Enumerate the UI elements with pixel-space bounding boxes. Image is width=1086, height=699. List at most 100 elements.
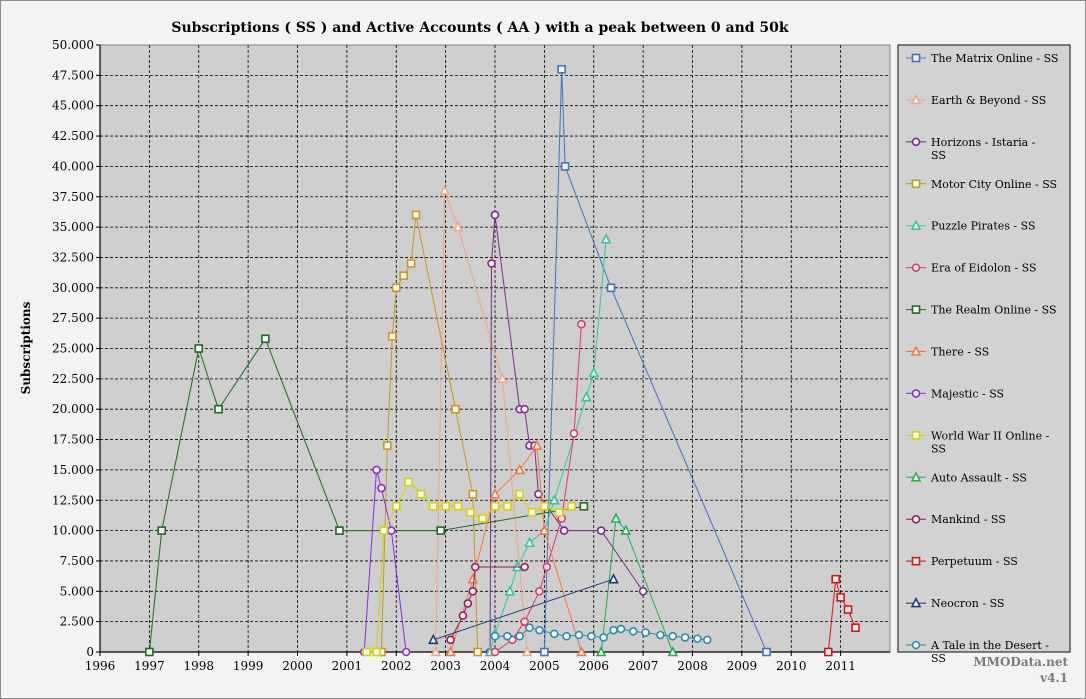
data-point [641, 628, 650, 637]
y-tick-label: 30.000 [52, 281, 94, 295]
legend-item-the-matrix-online-ss: The Matrix Online - SS [906, 52, 1058, 65]
legend-item-puzzle-pirates-ss: Puzzle Pirates - SS [906, 219, 1036, 233]
x-tick-label: 2011 [825, 659, 856, 673]
y-axis-ticks: 0 2.500 5.000 7.500 10.000 12.500 15.000 17.500… [52, 38, 101, 659]
data-point [608, 573, 619, 584]
data-point [453, 502, 463, 511]
data-point [559, 526, 569, 535]
y-tick-label: 35.000 [52, 220, 94, 234]
data-point [535, 625, 544, 635]
data-point [468, 586, 478, 596]
legend-marker [911, 137, 921, 147]
series-line [600, 517, 674, 653]
data-point [404, 477, 413, 487]
data-point [703, 635, 712, 645]
x-tick-label: 1998 [183, 659, 214, 673]
y-tick-label: 40.000 [52, 159, 94, 173]
data-point [620, 524, 632, 535]
data-point [520, 562, 529, 572]
x-tick-label: 2001 [332, 659, 363, 673]
data-point [439, 184, 450, 195]
series-neocron-ss [427, 573, 619, 645]
legend-label: Neocron - SS [931, 597, 1004, 610]
legend-marker [911, 179, 921, 189]
data-point [427, 633, 439, 645]
data-point [490, 647, 500, 657]
legend-item-auto-assault-ss: Auto Assault - SS [906, 471, 1027, 484]
series-world-war-ii-online-ss [362, 477, 576, 657]
y-tick-label: 15.000 [52, 463, 94, 477]
y-axis-label: Subscriptions [19, 301, 33, 394]
data-point [540, 647, 549, 657]
data-point [416, 489, 426, 499]
chart-title: Subscriptions ( SS ) and Active Accounts… [171, 20, 789, 36]
data-point [628, 627, 638, 636]
data-point [489, 488, 501, 499]
data-point [446, 635, 455, 645]
legend-item-the-realm-online-ss: The Realm Online - SS [906, 304, 1057, 317]
legend-marker [911, 389, 921, 398]
legend-item-there-ss: There - SS [906, 345, 989, 359]
legend-label: The Realm Online - SS [931, 304, 1057, 317]
series-the-realm-online-ss [145, 334, 589, 657]
data-point [524, 536, 535, 548]
y-tick-label: 2.500 [60, 615, 94, 629]
series-line [489, 239, 607, 653]
legend-label: There - SS [931, 346, 989, 359]
x-tick-label: 1996 [85, 659, 116, 673]
data-point [430, 645, 442, 657]
data-point [548, 494, 560, 505]
data-point [445, 645, 456, 657]
legend-marker [910, 597, 922, 608]
x-tick-label: 2004 [480, 659, 511, 673]
series-a-tale-in-the-desert-ss [490, 623, 712, 645]
legend-label: The Matrix Online - SS [931, 52, 1058, 65]
y-tick-label: 25.000 [52, 342, 94, 356]
data-point [599, 633, 608, 642]
series-line [380, 214, 479, 653]
data-point [377, 483, 386, 493]
data-point [379, 526, 389, 535]
y-tick-label: 17.500 [52, 433, 94, 447]
legend-item-majestic-ss: Majestic - SS [906, 387, 1004, 400]
data-point [515, 631, 524, 641]
data-point [562, 631, 571, 641]
x-tick-label: 1997 [134, 659, 165, 673]
data-point [391, 283, 401, 293]
data-point [411, 210, 421, 220]
data-point [527, 508, 537, 517]
y-tick-label: 22.500 [52, 372, 94, 386]
data-point [525, 623, 534, 633]
legend-items: The Matrix Online - SS Earth & Beyond - S… [906, 52, 1058, 665]
data-point [823, 647, 833, 657]
data-point [214, 404, 223, 414]
data-point [335, 526, 344, 535]
data-point [762, 647, 771, 657]
data-point [616, 624, 626, 634]
data-point [387, 332, 397, 341]
data-point [157, 526, 167, 535]
x-tick-label: 2000 [282, 659, 313, 673]
legend-label: Auto Assault - SS [930, 471, 1027, 484]
legend-item-a-tale-in-the-desert-ss: A Tale in the Desert -SS [906, 639, 1049, 665]
y-tick-label: 32.500 [52, 250, 94, 264]
data-point [569, 429, 579, 438]
data-point [693, 634, 702, 643]
y-tick-label: 45.000 [52, 99, 94, 113]
legend-marker [911, 53, 921, 63]
data-point [145, 647, 154, 657]
y-tick-label: 10.000 [52, 524, 94, 538]
x-tick-label: 2009 [727, 659, 758, 673]
y-tick-label: 7.500 [60, 554, 94, 568]
data-point [478, 514, 487, 523]
legend-marker [910, 219, 922, 231]
x-tick-label: 1999 [233, 659, 264, 673]
y-tick-label: 37.500 [52, 190, 94, 204]
data-point [503, 502, 512, 511]
legend-marker [911, 263, 921, 272]
data-point [535, 586, 544, 596]
data-point [515, 489, 524, 499]
data-point [372, 465, 381, 475]
data-point [557, 64, 566, 74]
y-tick-label: 47.500 [52, 68, 94, 82]
